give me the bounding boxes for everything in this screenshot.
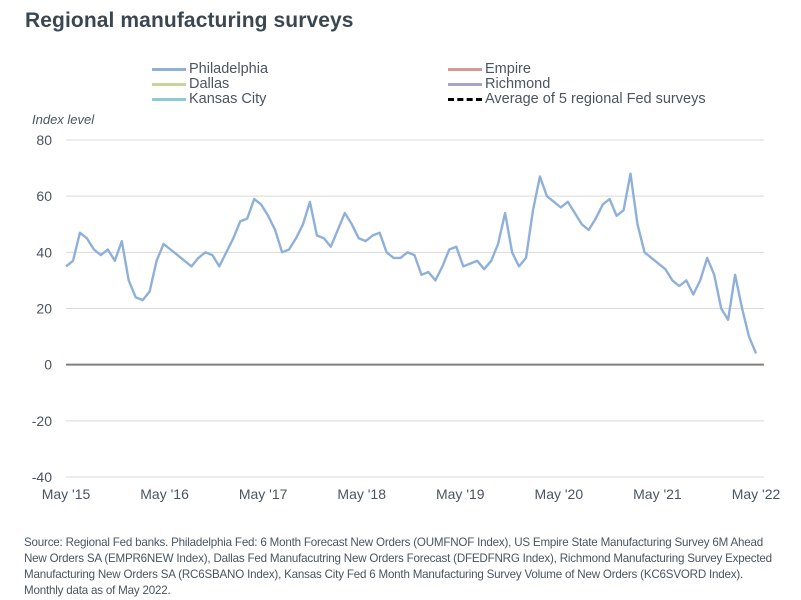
legend-swatch-philadelphia: [152, 68, 186, 71]
legend-swatch-empire: [448, 68, 482, 71]
gridlines: [66, 139, 764, 478]
legend-label: Average of 5 regional Fed surveys: [485, 91, 706, 107]
legend-swatch-kansas-city: [152, 98, 186, 101]
legend-label: Empire: [485, 61, 531, 77]
x-tick-label: May '17: [239, 486, 288, 502]
x-tick-label: May '21: [633, 486, 682, 502]
y-tick-label: 20: [36, 301, 52, 317]
y-tick-label: 60: [36, 188, 52, 204]
legend-swatch-richmond: [448, 83, 482, 86]
x-tick-label: May '16: [140, 486, 189, 502]
legend-swatch-dallas: [152, 83, 186, 86]
x-tick-label: May '19: [436, 486, 485, 502]
y-tick-label: 0: [44, 357, 52, 373]
y-tick-label: 80: [36, 132, 52, 148]
x-tick-label: May '22: [732, 486, 781, 502]
x-tick-label: May '18: [337, 486, 386, 502]
chart-title: Regional manufacturing surveys: [25, 9, 354, 32]
y-axis-label: Index level: [32, 112, 95, 127]
legend-label: Richmond: [485, 76, 551, 92]
x-axis-ticks: May '15 May '16 May '17 May '18 May '19 May '…: [42, 486, 781, 502]
source-note: Source: Regional Fed banks. Philadelphia…: [24, 536, 772, 597]
y-tick-label: 40: [36, 244, 52, 260]
legend-label: Kansas City: [189, 91, 267, 107]
legend-swatch-average: [448, 98, 482, 101]
y-tick-label: -40: [32, 469, 52, 485]
x-tick-label: May '15: [42, 486, 91, 502]
series-lines: [65, 172, 758, 354]
x-tick-label: May '20: [535, 486, 584, 502]
legend-label: Philadelphia: [189, 61, 269, 77]
y-axis-ticks: 80 60 40 20 0 -20 -40: [32, 132, 52, 485]
series-line-philadelphia: [65, 172, 758, 354]
legend-label: Dallas: [189, 76, 230, 92]
y-tick-label: -20: [32, 413, 52, 429]
